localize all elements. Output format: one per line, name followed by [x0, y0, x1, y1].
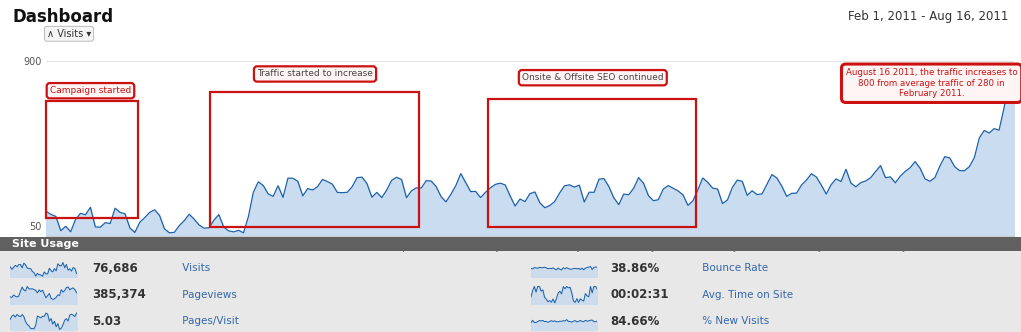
Text: Avg. Time on Site: Avg. Time on Site	[699, 290, 793, 300]
Text: Bounce Rate: Bounce Rate	[699, 263, 769, 273]
Text: Traffic started to increase: Traffic started to increase	[257, 69, 373, 78]
Text: Pageviews: Pageviews	[179, 290, 237, 300]
Text: 00:02:31: 00:02:31	[611, 288, 669, 301]
Text: 5.03: 5.03	[92, 315, 121, 328]
Text: Dashboard: Dashboard	[12, 8, 113, 26]
Text: 76,686: 76,686	[92, 262, 138, 275]
Text: 385,374: 385,374	[92, 288, 146, 301]
Text: Onsite & Offsite SEO continued: Onsite & Offsite SEO continued	[522, 73, 664, 82]
Text: % New Visits: % New Visits	[699, 316, 770, 326]
Text: Campaign started: Campaign started	[50, 86, 131, 95]
Text: Pages/Visit: Pages/Visit	[179, 316, 239, 326]
Text: August 16 2011, the traffic increases to
800 from average traffic of 280 in
Febr: August 16 2011, the traffic increases to…	[845, 68, 1017, 98]
Text: ∧ Visits ▾: ∧ Visits ▾	[47, 29, 91, 39]
Text: 84.66%: 84.66%	[611, 315, 660, 328]
Text: Visits: Visits	[179, 263, 210, 273]
Text: Site Usage: Site Usage	[12, 239, 79, 249]
Text: Feb 1, 2011 - Aug 16, 2011: Feb 1, 2011 - Aug 16, 2011	[848, 10, 1009, 23]
Text: 38.86%: 38.86%	[611, 262, 660, 275]
